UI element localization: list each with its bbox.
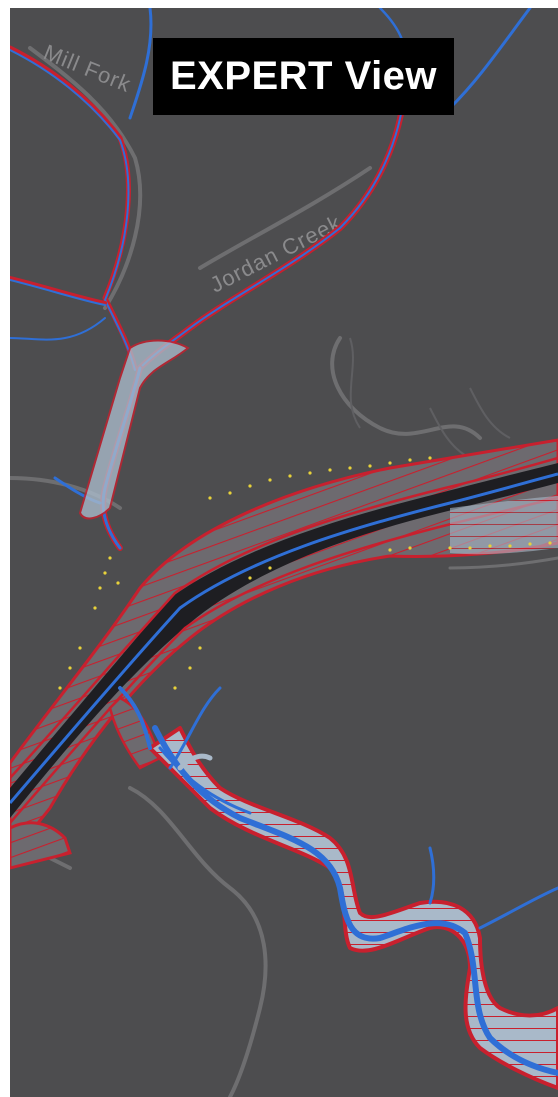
mill-fork-label: Mill Fork xyxy=(40,39,135,97)
flood-map-canvas[interactable]: Mill Fork Jordan Creek xyxy=(10,8,558,1097)
confluence-floodplain xyxy=(78,339,190,520)
map-view[interactable]: Mill Fork Jordan Creek xyxy=(10,8,558,1097)
main-river-floodplain xyxy=(10,438,558,861)
view-title-banner: EXPERT View xyxy=(153,38,454,115)
lower-left-floodplain xyxy=(10,696,162,870)
view-title: EXPERT View xyxy=(169,54,438,98)
lower-meandering-creek xyxy=(118,686,558,1090)
road-network xyxy=(10,46,558,1097)
survey-points xyxy=(58,456,552,690)
